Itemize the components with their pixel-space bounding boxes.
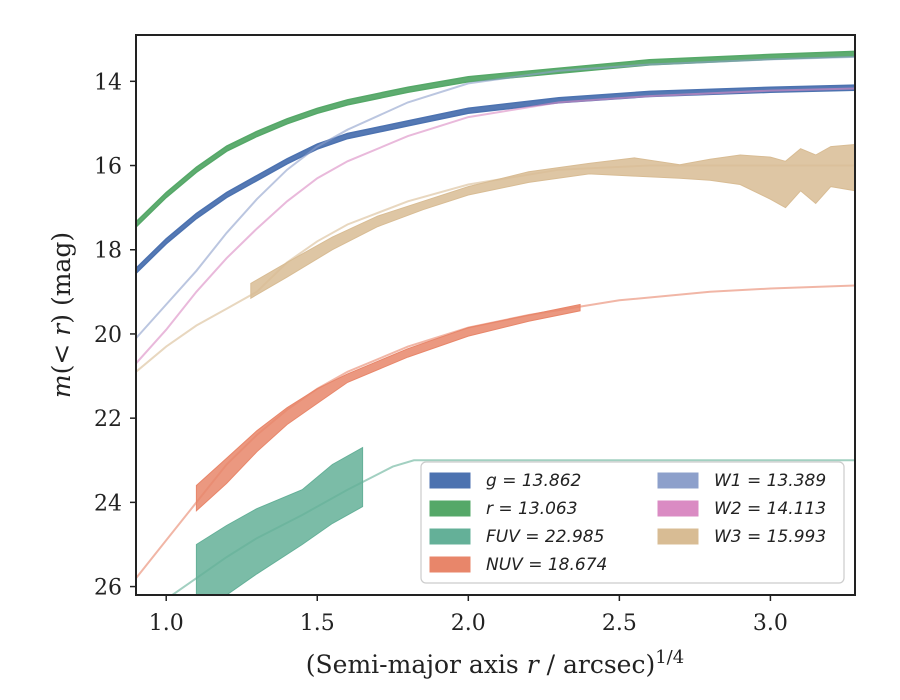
legend-swatch-nuv [429, 556, 471, 573]
x-tick-label: 2.0 [451, 611, 486, 636]
plot-area [136, 50, 855, 595]
series-w2-line [136, 87, 855, 365]
y-tick-label: 24 [94, 491, 122, 516]
legend-label-w3: W3 = 15.993 [714, 527, 826, 547]
legend-box [420, 461, 845, 584]
series-w1-line [136, 55, 855, 339]
y-tick-label: 22 [94, 407, 122, 432]
legend-swatch-g [429, 472, 471, 489]
legend-swatch-r [429, 500, 471, 517]
legend-swatch-fuv [429, 528, 471, 545]
legend-label-fuv: FUV = 22.985 [486, 527, 604, 547]
y-axis-title: m(< r) (mag) [47, 232, 76, 398]
series-fuv-band [195, 446, 364, 595]
x-axis-title: (Semi-major axis r / arcsec)1/4 [306, 647, 684, 679]
y-tick-label: 16 [94, 155, 122, 180]
legend-label-w2: W2 = 14.113 [714, 499, 826, 519]
x-tick-label: 2.5 [602, 611, 637, 636]
legend: g = 13.862 r = 13.063 FUV = 22.985 NUV = 18… [420, 461, 845, 584]
y-tick-label: 26 [94, 576, 122, 601]
series-w3-band [250, 143, 855, 300]
series-r-band [136, 50, 855, 229]
legend-label-g: g = 13.862 [486, 471, 581, 491]
y-axis: 14 16 18 20 22 24 26 [94, 70, 136, 601]
legend-swatch-w2 [657, 500, 699, 517]
legend-label-r: r = 13.063 [486, 499, 578, 519]
x-axis: 1.0 1.5 2.0 2.5 3.0 [149, 595, 788, 636]
y-tick-label: 20 [94, 323, 122, 348]
legend-swatch-w1 [657, 472, 699, 489]
legend-label-w1: W1 = 13.389 [714, 471, 826, 491]
legend-swatch-w3 [657, 528, 699, 545]
x-tick-label: 1.0 [149, 611, 184, 636]
x-tick-label: 3.0 [753, 611, 788, 636]
series-g-band [136, 84, 855, 275]
y-tick-label: 14 [94, 70, 122, 95]
x-tick-label: 1.5 [300, 611, 335, 636]
y-tick-label: 18 [94, 239, 122, 264]
plot-frame [135, 34, 856, 596]
legend-label-nuv: NUV = 18.674 [486, 555, 607, 575]
series-nuv-band [195, 303, 581, 512]
